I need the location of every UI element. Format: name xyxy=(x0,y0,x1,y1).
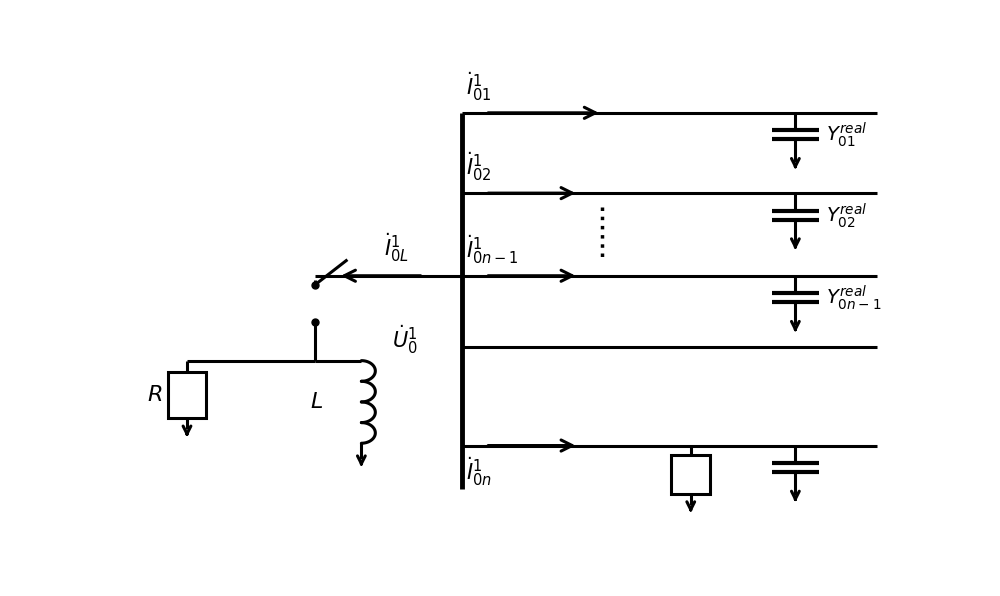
Text: $L$: $L$ xyxy=(310,391,323,413)
Text: $R$: $R$ xyxy=(147,384,162,406)
Text: $Y_{0n-1}^{real}$: $Y_{0n-1}^{real}$ xyxy=(826,284,882,312)
Text: $\dot{I}_{0n}^{1}$: $\dot{I}_{0n}^{1}$ xyxy=(466,455,492,488)
Text: $\dot{U}_{0}^{1}$: $\dot{U}_{0}^{1}$ xyxy=(392,324,418,356)
Text: $\dot{I}_{0n-1}^{1}$: $\dot{I}_{0n-1}^{1}$ xyxy=(466,233,519,266)
Text: $Y_{01}^{real}$: $Y_{01}^{real}$ xyxy=(826,120,868,149)
Text: $Y_{02}^{real}$: $Y_{02}^{real}$ xyxy=(826,201,868,229)
Text: $\dot{I}_{0L}^{1}$: $\dot{I}_{0L}^{1}$ xyxy=(384,231,409,264)
Text: $\dot{I}_{02}^{1}$: $\dot{I}_{02}^{1}$ xyxy=(466,150,492,183)
FancyBboxPatch shape xyxy=(168,372,206,418)
Text: $\dot{I}_{01}^{1}$: $\dot{I}_{01}^{1}$ xyxy=(466,70,492,103)
FancyBboxPatch shape xyxy=(671,455,710,493)
